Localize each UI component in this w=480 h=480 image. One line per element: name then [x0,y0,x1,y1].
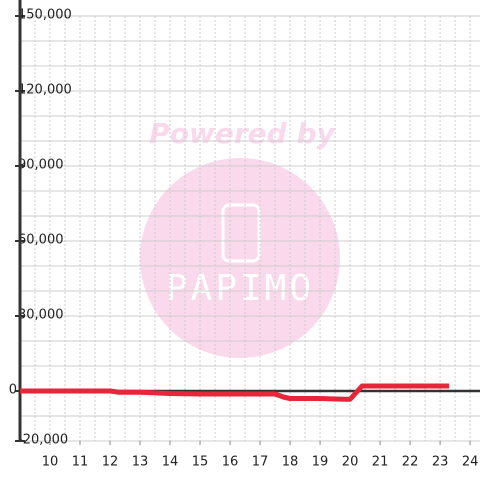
y-tick-label: -20,000 [18,433,68,448]
x-tick-label: 13 [132,455,149,470]
x-tick-label: 16 [222,455,239,470]
y-tick-label: 30,000 [18,308,64,323]
x-tick-label: 15 [192,455,209,470]
x-tick-label: 12 [102,455,119,470]
y-tick-label: 90,000 [18,158,64,173]
x-tick-label: 23 [432,455,449,470]
y-tick-label: 60,000 [18,233,64,248]
watermark-logo: PAPIMO [166,268,314,309]
y-tick-label: 120,000 [18,83,72,98]
x-tick-label: 22 [402,455,419,470]
x-tick-label: 20 [342,455,359,470]
x-tick-label: 21 [372,455,389,470]
y-tick-label: 150,000 [18,8,72,23]
x-tick-label: 18 [282,455,299,470]
x-tick-label: 11 [72,455,89,470]
watermark-text: Powered by [149,117,336,150]
watermark-phone [221,203,261,263]
x-tick-label: 10 [42,455,59,470]
x-tick-label: 19 [312,455,329,470]
plot [20,383,450,402]
data-line [20,383,450,402]
x-tick-label: 17 [252,455,269,470]
x-tick-label: 14 [162,455,179,470]
x-tick-label: 24 [462,455,479,470]
y-tick-label: 0 [9,383,17,398]
